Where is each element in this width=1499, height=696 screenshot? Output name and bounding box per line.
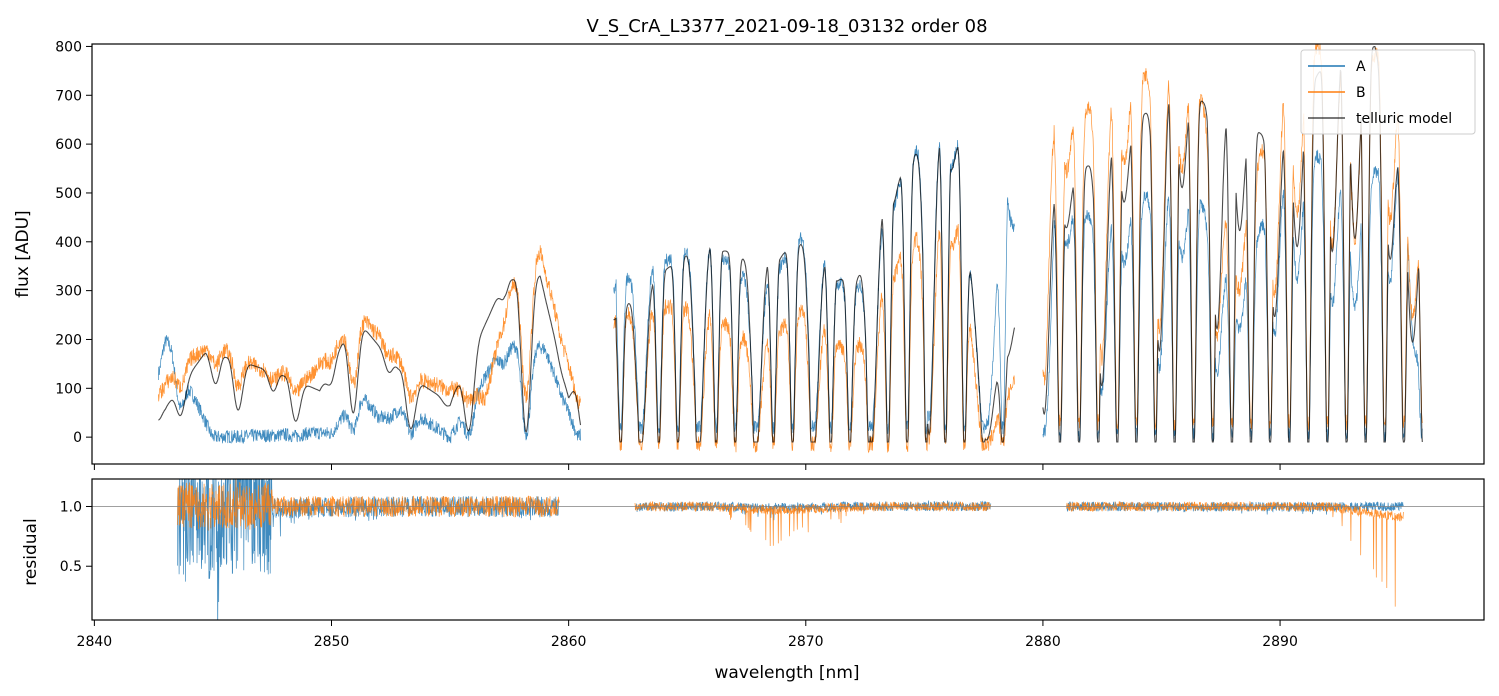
flux-axes-frame [91, 43, 1485, 465]
series-model-segment-3 [1042, 45, 1423, 443]
residual-axes-frame [91, 478, 1485, 621]
xtick-label-0: 2840 [77, 634, 113, 650]
legend-label-model: telluric model [1356, 111, 1452, 127]
series-A-segment-2 [613, 139, 1015, 435]
legend: A B telluric model [1300, 49, 1476, 135]
residual-ytick-label-1: 1.0 [60, 499, 82, 515]
xlabel: wavelength [nm] [714, 663, 859, 683]
flux-ytick-label-6: 600 [55, 137, 82, 153]
flux-ytick-label-2: 200 [55, 332, 82, 348]
chart-title: V_S_CrA_L3377_2021-09-18_03132 order 08 [586, 16, 987, 37]
xtick-label-4: 2880 [1025, 634, 1061, 650]
flux-ytick-label-8: 800 [55, 39, 82, 55]
legend-label-B: B [1356, 85, 1366, 101]
legend-box [1300, 49, 1476, 135]
xtick-label-1: 2850 [314, 634, 350, 650]
flux-ytick-label-4: 400 [55, 235, 82, 251]
flux-ytick-label-3: 300 [55, 284, 82, 300]
legend-label-A: A [1356, 59, 1366, 75]
series-B-segment-1 [158, 245, 581, 410]
flux-panel: 0 100 200 300 400 500 600 700 800 flux [ADU] A B… [13, 39, 1485, 470]
series-B-segment-2 [613, 223, 1015, 454]
residual-ylabel: residual [21, 518, 41, 585]
residual-ytick-label-0: 0.5 [60, 559, 82, 575]
flux-ytick-label-5: 500 [55, 186, 82, 202]
residual-A-segment-1 [177, 479, 560, 620]
xtick-label-5: 2890 [1262, 634, 1298, 650]
flux-ytick-label-1: 100 [55, 381, 82, 397]
flux-ylabel: flux [ADU] [13, 210, 33, 297]
residual-B-segment-3 [1066, 501, 1404, 607]
flux-ytick-label-7: 700 [55, 88, 82, 104]
series-A-segment-1 [158, 335, 581, 444]
flux-ytick-label-0: 0 [73, 430, 82, 446]
series-model-segment-1 [158, 275, 582, 433]
series-model-segment-2 [613, 147, 1016, 443]
xtick-label-3: 2870 [788, 634, 824, 650]
xtick-label-2: 2860 [551, 634, 587, 650]
residual-B-segment-1 [177, 479, 560, 531]
